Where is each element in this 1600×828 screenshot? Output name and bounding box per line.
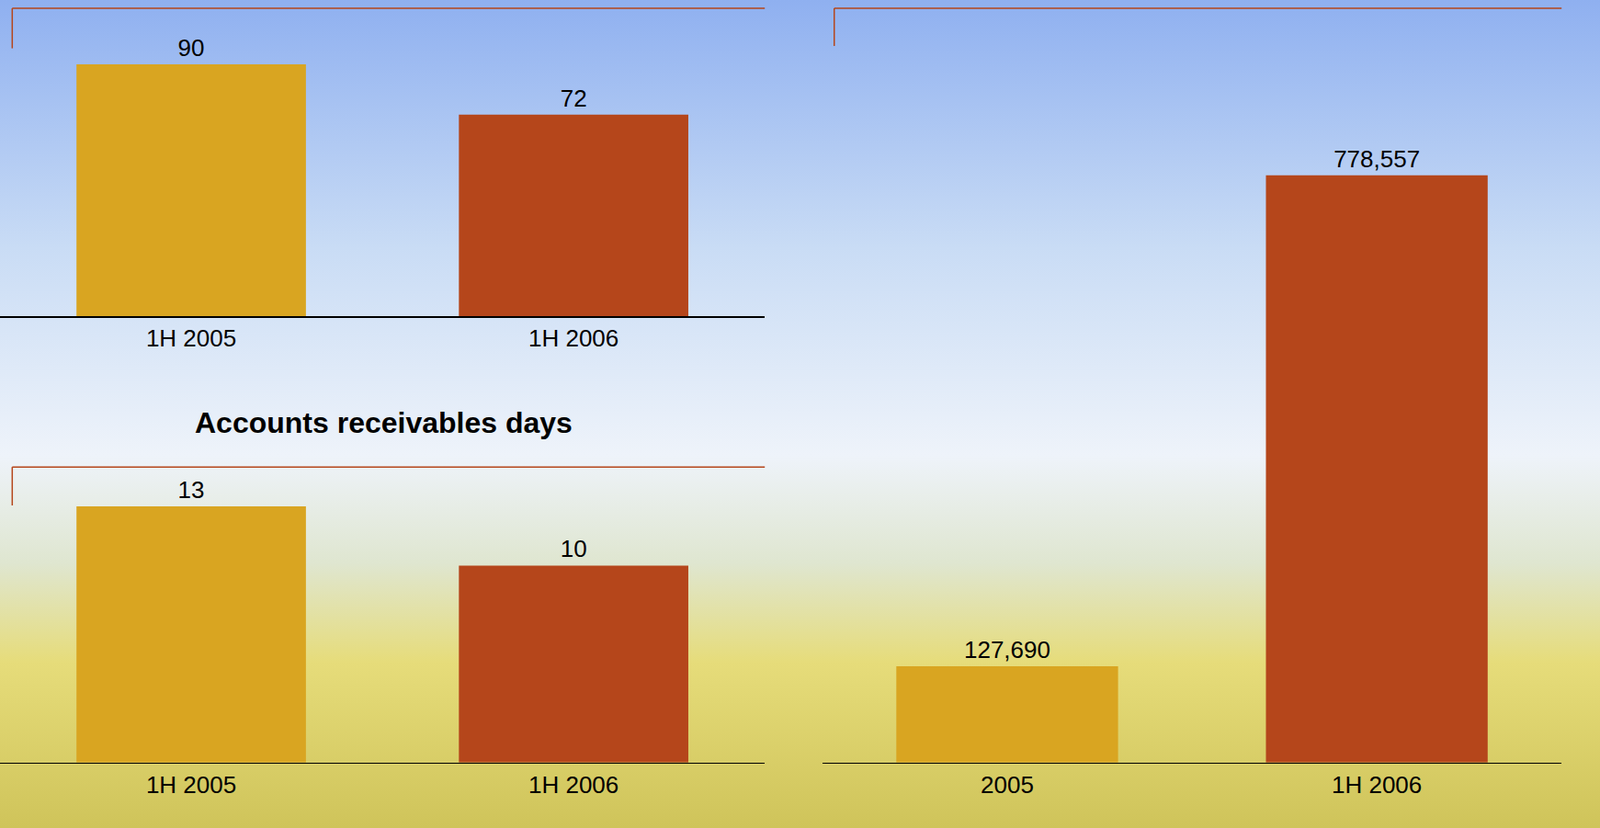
svg-text:1H 2006: 1H 2006 [1331, 771, 1422, 799]
svg-text:1H 2005: 1H 2005 [146, 324, 237, 352]
svg-text:10: 10 [560, 534, 588, 563]
svg-text:127,690: 127,690 [964, 635, 1051, 664]
svg-text:72: 72 [560, 84, 588, 113]
svg-text:Accounts receivables days: Accounts receivables days [194, 406, 573, 440]
svg-text:778,557: 778,557 [1333, 145, 1420, 173]
svg-text:1H 2005: 1H 2005 [146, 771, 237, 799]
svg-text:1H 2006: 1H 2006 [528, 771, 619, 799]
svg-text:2005: 2005 [980, 771, 1034, 799]
svg-text:13: 13 [178, 476, 205, 504]
svg-text:1H 2006: 1H 2006 [528, 324, 619, 352]
svg-text:90: 90 [178, 34, 205, 62]
